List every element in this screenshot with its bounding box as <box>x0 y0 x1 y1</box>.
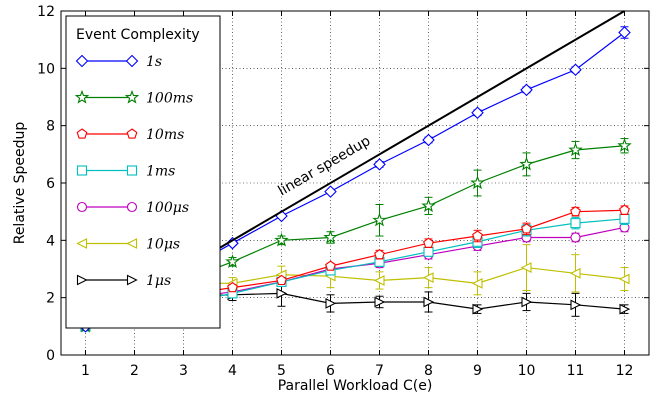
data-point <box>471 106 484 120</box>
legend-entry-100us: 100μs <box>76 200 189 216</box>
data-point <box>372 212 387 227</box>
legend-marker <box>76 128 88 139</box>
x-tick-label: 12 <box>616 363 634 379</box>
y-tick-label: 0 <box>46 348 55 364</box>
data-point <box>373 158 386 171</box>
y-ticks: 0 2 4 6 8 10 12 <box>37 4 649 364</box>
data-point <box>570 218 581 229</box>
data-point <box>276 287 288 299</box>
legend-entry-1s: 1s <box>75 54 162 70</box>
legend-marker <box>125 54 139 68</box>
data-point <box>570 205 581 217</box>
data-point <box>374 296 386 308</box>
y-tick-label: 2 <box>46 291 55 307</box>
data-point <box>569 63 582 77</box>
legend-marker <box>76 238 88 249</box>
legend-label: 100μs <box>146 200 189 216</box>
x-tick-label: 3 <box>179 363 188 379</box>
legend-title: Event Complexity <box>76 27 200 43</box>
x-ticks: 1 2 3 4 5 6 7 8 9 10 11 12 <box>81 11 633 379</box>
legend-marker <box>126 238 138 249</box>
data-point <box>422 133 435 147</box>
legend-marker <box>124 89 140 104</box>
y-tick-label: 8 <box>46 119 55 135</box>
x-tick-label: 1 <box>81 363 90 379</box>
legend-entry-10us: 10μs <box>76 237 180 253</box>
legend-entry-10ms: 10ms <box>76 127 184 143</box>
data-point <box>472 303 484 315</box>
legend-marker <box>76 201 88 213</box>
legend-marker <box>126 165 138 176</box>
y-axis-label: Relative Speedup <box>12 122 28 245</box>
legend-marker <box>126 128 138 139</box>
data-point <box>323 229 338 244</box>
legend-entry-1us: 1μs <box>76 273 171 289</box>
data-point <box>617 138 632 152</box>
y-tick-label: 6 <box>46 176 55 192</box>
data-point <box>521 223 532 234</box>
data-point <box>521 296 533 308</box>
y-tick-label: 10 <box>37 61 55 77</box>
data-point <box>520 83 533 97</box>
legend-label: 10ms <box>146 127 184 143</box>
data-point <box>325 260 336 271</box>
x-tick-label: 6 <box>326 363 335 379</box>
plot-frame <box>60 10 650 356</box>
data-point <box>618 26 631 39</box>
data-point <box>225 254 240 268</box>
data-point <box>423 246 434 257</box>
x-tick-label: 8 <box>424 363 433 379</box>
data-point <box>520 262 532 273</box>
legend-marker <box>74 89 90 104</box>
legend-label: 10μs <box>146 237 180 253</box>
data-point <box>619 204 630 215</box>
data-point <box>373 275 385 286</box>
legend-label: 1s <box>146 54 162 70</box>
legend-marker <box>126 201 138 213</box>
data-point <box>570 232 581 243</box>
data-point <box>618 273 630 285</box>
legend-marker <box>76 165 88 176</box>
data-point <box>423 296 435 308</box>
legend-entry-100ms: 100ms <box>74 89 193 107</box>
data-point <box>421 198 436 213</box>
legend-label: 1ms <box>146 164 175 180</box>
legend-marker <box>75 54 89 68</box>
y-tick-label: 12 <box>37 4 55 20</box>
legend-entry-1ms: 1ms <box>76 164 175 180</box>
data-point <box>324 185 337 198</box>
data-point <box>274 232 289 247</box>
legend-label: 1μs <box>146 273 171 289</box>
data-point <box>568 142 583 157</box>
legend-marker <box>76 274 88 286</box>
data-point <box>569 267 581 279</box>
data-point <box>472 230 483 241</box>
data-point <box>519 156 534 171</box>
data-point <box>471 277 483 289</box>
legend-label: 100ms <box>146 91 193 107</box>
data-point <box>374 248 385 260</box>
data-point <box>276 274 287 286</box>
x-axis-label: Parallel Workload C(e) <box>278 378 433 394</box>
x-tick-label: 4 <box>228 363 237 379</box>
y-tick-label: 4 <box>46 233 55 249</box>
x-tick-label: 2 <box>130 363 139 379</box>
data-point <box>422 272 434 283</box>
x-tick-label: 7 <box>375 363 384 379</box>
x-tick-label: 9 <box>473 363 482 379</box>
data-point <box>570 299 582 311</box>
x-tick-label: 11 <box>567 363 585 379</box>
legend-marker <box>126 274 138 286</box>
legend-box <box>65 15 221 329</box>
legend: Event Complexity 1s 100ms 10ms 1ms 100μs 10μs… <box>65 15 221 329</box>
data-point <box>227 281 238 293</box>
x-tick-label: 10 <box>518 363 536 379</box>
data-point <box>619 303 631 315</box>
data-point <box>470 175 485 190</box>
x-tick-label: 5 <box>277 363 286 379</box>
data-point <box>423 237 434 248</box>
data-point <box>325 298 337 309</box>
data-point <box>619 213 630 224</box>
